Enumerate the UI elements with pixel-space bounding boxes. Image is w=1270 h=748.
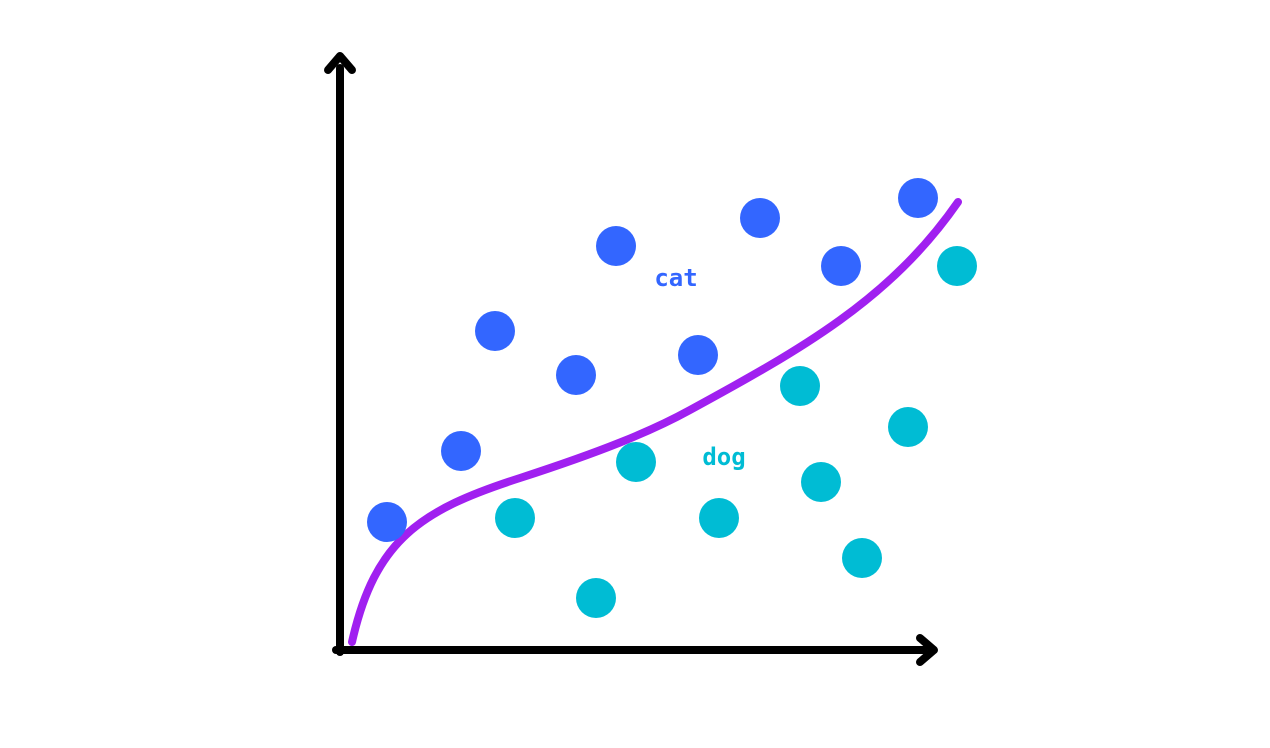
cat-point [740,198,780,238]
cat-point [475,311,515,351]
dog-point [616,442,656,482]
dog-point [842,538,882,578]
cat-point [898,178,938,218]
y-axis-arrow-icon [324,52,356,74]
cat-point [821,246,861,286]
cat-point [596,226,636,266]
cat-point [556,355,596,395]
dog-point [576,578,616,618]
dog-class-label: dog [702,443,745,471]
cat-points [367,178,938,542]
dog-point [937,246,977,286]
dog-point [780,366,820,406]
x-axis-arrow-icon [916,634,938,666]
dog-point [495,498,535,538]
dog-point [801,462,841,502]
cat-class-label: cat [654,264,697,292]
dog-point [699,498,739,538]
axes [324,52,938,666]
cat-point [678,335,718,375]
decision-boundary [348,198,962,646]
cat-point [367,502,407,542]
dog-points [495,246,977,618]
dog-point [888,407,928,447]
cat-point [441,431,481,471]
